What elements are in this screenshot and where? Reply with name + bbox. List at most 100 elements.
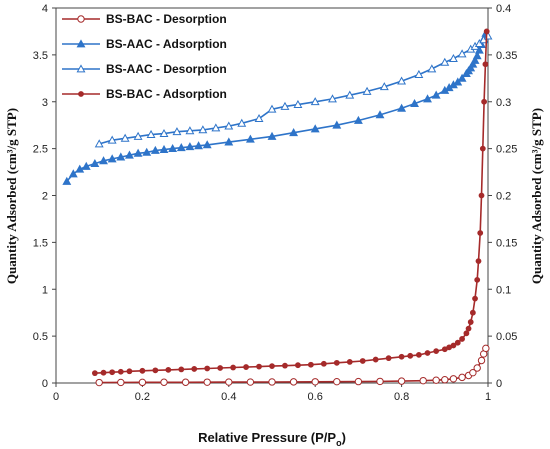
data-point — [472, 295, 478, 302]
data-point — [359, 358, 366, 364]
data-point — [91, 370, 98, 377]
data-point — [397, 377, 406, 385]
data-point — [432, 376, 440, 384]
data-point — [203, 378, 211, 386]
data-point — [267, 104, 277, 113]
legend-item: BS-AAC - Desorption — [62, 62, 227, 76]
data-point — [469, 309, 476, 316]
x-axis-ticks: 0 0.2 0.4 0.6 0.8 1 — [53, 383, 491, 403]
y-left-tick-label: 2 — [42, 191, 48, 203]
data-point — [414, 69, 424, 78]
data-point — [376, 377, 384, 386]
data-point — [295, 362, 301, 369]
y-right-tick-label: 0.35 — [496, 50, 517, 62]
y-right-tick-label: 0.2 — [496, 191, 511, 203]
series-bs-aac-adsorption — [62, 28, 491, 185]
data-point — [479, 145, 486, 152]
data-point — [397, 103, 407, 112]
x-tick-label: 1 — [485, 391, 491, 403]
x-tick-label: 0.2 — [135, 391, 150, 403]
data-point — [185, 126, 195, 135]
data-point — [457, 49, 467, 58]
data-point — [245, 134, 255, 143]
y-left-tick-label: 3.5 — [33, 50, 48, 62]
legend-marker — [76, 64, 86, 73]
data-point — [466, 63, 476, 72]
data-point — [482, 344, 490, 353]
data-point — [441, 376, 449, 384]
data-point — [293, 99, 303, 108]
legend-marker — [78, 91, 84, 97]
data-point — [211, 123, 221, 132]
data-point — [474, 45, 484, 54]
y-right-tick-label: 0.15 — [496, 237, 517, 249]
data-point — [256, 363, 262, 370]
data-point — [81, 161, 91, 170]
data-point — [75, 164, 85, 173]
data-point — [372, 356, 379, 363]
data-point — [159, 128, 169, 138]
data-point — [333, 377, 341, 386]
y-right-axis-ticks: 0 0.05 0.1 0.15 0.2 0.25 0.3 0.35 0.4 — [488, 3, 517, 390]
data-point — [468, 59, 478, 68]
y-left-tick-label: 1 — [42, 284, 48, 296]
data-point — [133, 148, 143, 157]
y-left-tick-label: 0.5 — [33, 331, 48, 343]
data-point — [415, 351, 422, 358]
data-point — [176, 143, 186, 152]
x-axis-title: Relative Pressure (P/Po) — [198, 430, 346, 448]
data-point — [243, 364, 249, 370]
data-point — [133, 131, 143, 140]
data-point — [477, 230, 484, 236]
data-point — [246, 378, 255, 386]
data-point — [311, 378, 319, 386]
data-point — [423, 94, 432, 103]
data-point — [217, 365, 224, 371]
series-layer — [62, 28, 493, 387]
data-point — [178, 366, 185, 373]
legend-item: BS-BAC - Desorption — [62, 12, 227, 26]
legend-marker — [76, 39, 86, 48]
data-point — [475, 258, 482, 265]
data-point — [320, 360, 327, 367]
data-point — [410, 98, 420, 108]
data-point — [254, 113, 264, 123]
y-left-tick-label: 2.5 — [33, 144, 48, 156]
data-point — [204, 365, 211, 372]
y-right-tick-label: 0.05 — [496, 331, 517, 343]
data-point — [385, 355, 392, 362]
data-point — [474, 38, 484, 48]
data-point — [398, 353, 405, 360]
data-point — [482, 61, 489, 68]
data-point — [424, 350, 431, 356]
data-point — [282, 362, 288, 369]
legend-label: BS-BAC - Adsorption — [106, 87, 227, 101]
data-point — [224, 137, 234, 146]
data-point — [150, 145, 160, 154]
data-point — [362, 86, 372, 95]
data-point — [479, 35, 489, 44]
data-point — [198, 125, 208, 134]
data-point — [465, 325, 472, 332]
data-point — [483, 28, 490, 35]
data-point — [202, 140, 212, 149]
data-point — [94, 139, 104, 148]
data-point — [117, 378, 125, 387]
data-point — [289, 128, 299, 137]
y-right-axis-title: Quantity Adsorbed (cm³/g STP) — [529, 108, 544, 284]
data-point — [116, 152, 126, 161]
data-point — [419, 376, 427, 385]
data-point — [181, 378, 190, 386]
data-point — [117, 368, 124, 375]
data-point — [224, 121, 234, 130]
y-right-tick-label: 0.4 — [496, 3, 511, 15]
data-point — [191, 366, 198, 372]
y-left-tick-label: 1.5 — [33, 237, 48, 249]
data-point — [440, 57, 450, 66]
y-left-tick-label: 3 — [42, 97, 48, 109]
data-point — [159, 144, 169, 153]
data-point — [470, 55, 480, 64]
data-point — [431, 90, 441, 99]
data-point — [109, 369, 116, 376]
